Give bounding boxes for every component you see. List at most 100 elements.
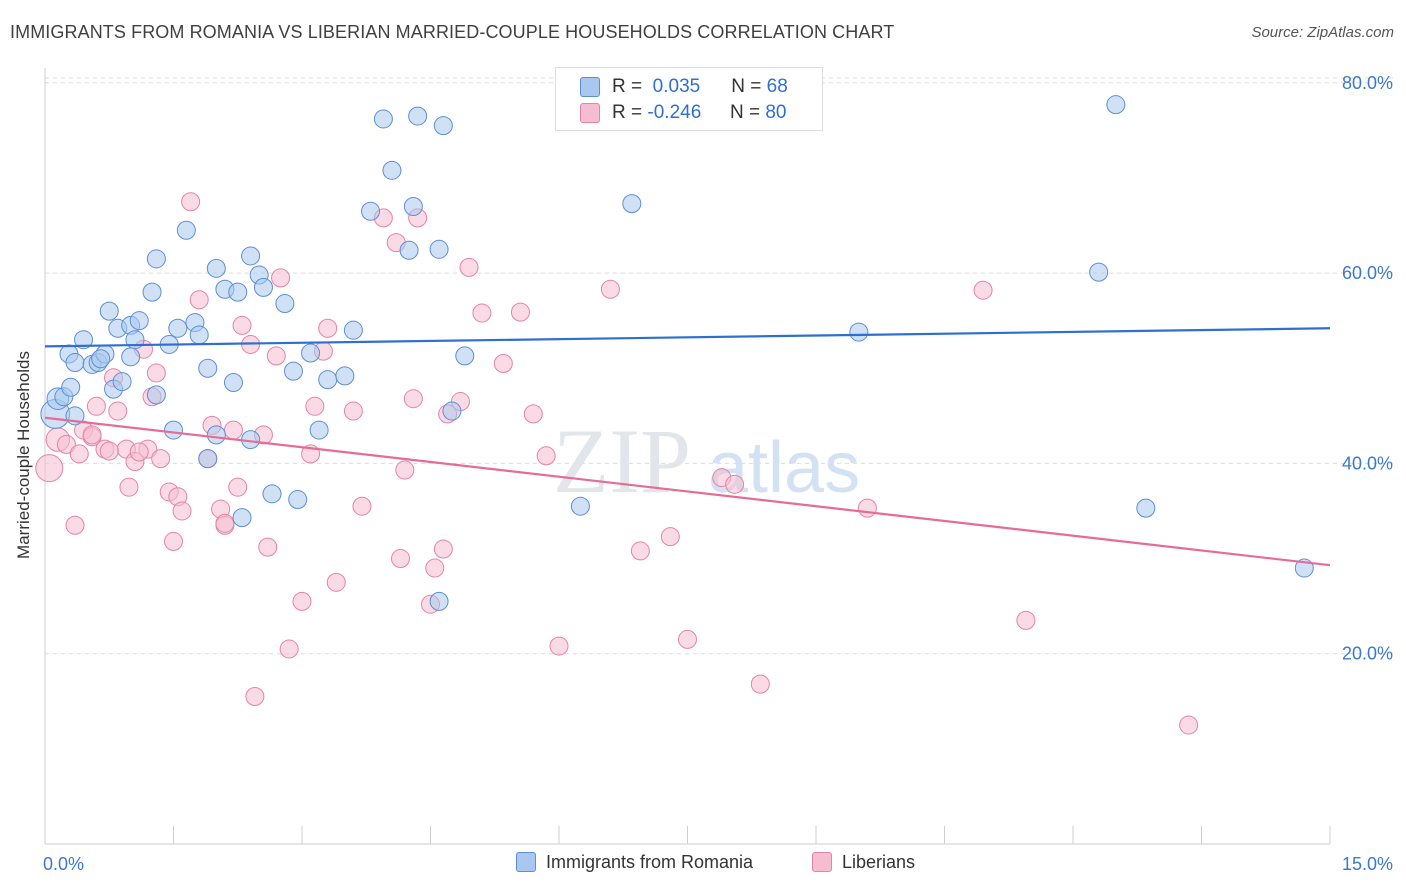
romania-point (262, 484, 282, 504)
liberia-point (459, 257, 479, 277)
romania-point (283, 361, 303, 381)
liberia-point (258, 537, 278, 557)
y-tick-label: 60.0% (1342, 263, 1393, 283)
liberia-point (35, 454, 64, 483)
liberia-point (391, 549, 411, 569)
romania-point (433, 116, 453, 136)
x-tick-label: 15.0% (1342, 854, 1393, 874)
romania-point (146, 385, 166, 405)
liberia-point (493, 353, 513, 373)
romania-point (189, 325, 209, 345)
romania-point (1106, 95, 1126, 115)
liberia-point (86, 396, 106, 416)
romania-point (74, 330, 94, 350)
liberia-point (1179, 715, 1199, 735)
romania-point (399, 240, 419, 260)
liberia-point (395, 460, 415, 480)
liberia-r-label: R = (612, 102, 643, 123)
romania-point (223, 373, 243, 393)
liberia-point (1016, 610, 1036, 630)
romania-point (849, 322, 869, 342)
liberia-point (151, 449, 171, 469)
liberia-point (266, 346, 286, 366)
liberia-point (630, 541, 650, 561)
y-tick-label: 40.0% (1342, 453, 1393, 473)
romania-point (455, 346, 475, 366)
liberia-point (549, 636, 569, 656)
romania-point (198, 358, 218, 378)
liberia-point (99, 441, 119, 461)
liberia-point (425, 558, 445, 578)
watermark-zip: ZIP (553, 410, 691, 512)
romania-point (382, 160, 402, 180)
romania-point (288, 490, 308, 510)
x-tick-label: 0.0% (43, 854, 84, 874)
romania-n-value: 68 (766, 76, 788, 97)
liberia-n-label: N = (729, 102, 761, 123)
y-axis-label: Married-couple Households (14, 351, 33, 559)
liberia-point (172, 501, 192, 521)
liberia-trend-line (44, 416, 1331, 567)
romania-r-value: 0.035 (652, 76, 701, 97)
romania-point (622, 194, 642, 214)
romania-point (206, 258, 226, 278)
liberia-r-value: -0.246 (647, 102, 702, 123)
liberia-point (343, 401, 363, 421)
romania-points (40, 95, 1314, 611)
liberia-point (433, 539, 453, 559)
romania-point (275, 294, 295, 314)
romania-n-label: N = (731, 76, 762, 97)
romania-point (1136, 498, 1156, 518)
romania-point (112, 372, 132, 392)
romania-point (361, 201, 381, 221)
bottom-legend-liberia: Liberians (812, 852, 915, 873)
liberia-point (181, 192, 201, 212)
romania-point (442, 401, 462, 421)
liberia-point (271, 268, 291, 288)
liberia-point (232, 315, 252, 335)
liberia-point (403, 389, 423, 409)
liberia-point (82, 425, 102, 445)
liberia-point (352, 496, 372, 516)
romania-point (429, 591, 449, 611)
romania-swatch (580, 76, 600, 97)
romania-point (343, 320, 363, 340)
romania-point (373, 109, 393, 129)
stats-legend: R = 0.035 N = 68 R = -0.246 N = 80 (555, 67, 823, 131)
romania-point (164, 420, 183, 440)
liberia-point (678, 629, 697, 649)
romania-point (198, 449, 218, 469)
liberia-point (536, 446, 556, 466)
liberia-point (215, 513, 235, 533)
liberia-point (228, 477, 248, 497)
liberia-point (523, 404, 543, 424)
romania-point (142, 282, 162, 302)
trend-lines (44, 327, 1331, 567)
romania-point (99, 301, 119, 321)
romania-point (570, 496, 590, 516)
liberia-point (326, 572, 346, 592)
liberia-point (750, 674, 770, 694)
romania-point (253, 277, 273, 297)
chart-title: IMMIGRANTS FROM ROMANIA VS LIBERIAN MARR… (10, 22, 895, 42)
liberia-point (857, 498, 877, 518)
liberia-n-value: 80 (765, 102, 787, 123)
romania-point (232, 508, 252, 528)
romania-point (335, 366, 355, 386)
liberia-point (279, 639, 299, 659)
legend-row-liberia: R = -0.246 N = 80 (580, 102, 786, 126)
romania-point (91, 349, 111, 369)
romania-trend-line (44, 327, 1331, 348)
liberia-point (725, 474, 745, 494)
romania-point (65, 353, 85, 373)
liberia-point (660, 527, 680, 547)
liberia-point (164, 531, 183, 551)
romania-point (61, 377, 81, 397)
liberia-point (56, 434, 76, 454)
liberia-point (119, 477, 139, 497)
liberia-point (69, 444, 89, 464)
y-tick-label: 20.0% (1342, 644, 1393, 664)
liberia-point (129, 442, 149, 462)
romania-point (168, 318, 188, 338)
